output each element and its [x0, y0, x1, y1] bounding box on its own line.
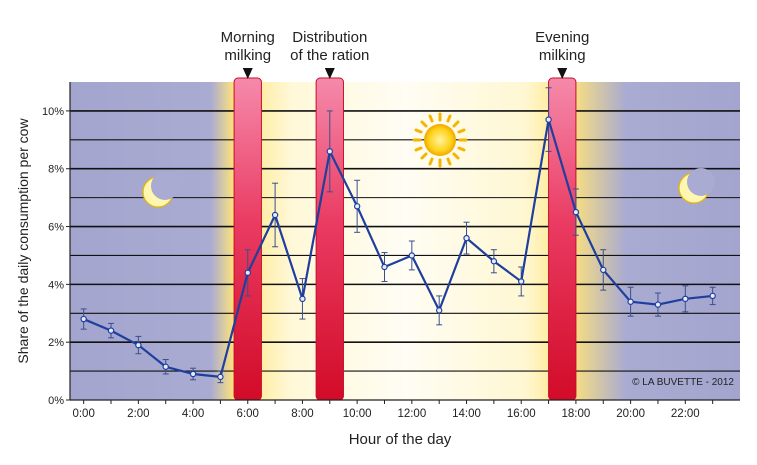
x-tick-label: 2:00 [127, 408, 149, 420]
arrow-down-icon [324, 68, 335, 79]
moon-icon [678, 168, 715, 204]
period-band [548, 77, 577, 401]
data-point [299, 295, 306, 303]
x-tick-label: 14:00 [452, 408, 481, 420]
x-tick-label: 18:00 [562, 408, 591, 420]
period-label: of the ration [290, 47, 369, 64]
data-point [463, 234, 470, 242]
data-point [627, 298, 634, 305]
arrow-down-icon [557, 68, 568, 79]
moon-icon [142, 172, 179, 208]
data-point [545, 116, 552, 123]
data-point [217, 373, 224, 381]
x-tick-label: 22:00 [671, 408, 700, 420]
data-point [107, 327, 115, 334]
x-tick-label: 0:00 [72, 408, 94, 420]
data-point [162, 363, 169, 370]
x-axis-label: Hour of the day [349, 431, 452, 448]
data-point [408, 252, 416, 259]
grid-lines [70, 110, 740, 372]
data-point [326, 148, 333, 155]
data-point [189, 370, 197, 378]
data-point [135, 341, 142, 349]
data-point [600, 266, 607, 274]
period-label: milking [539, 47, 586, 64]
data-point [709, 292, 716, 300]
data-point [381, 263, 388, 271]
period-label: Morning [221, 29, 275, 46]
data-point [435, 307, 443, 314]
series-line [83, 118, 713, 378]
x-tick-label: 6:00 [237, 408, 259, 420]
plot-background [70, 82, 740, 400]
arrow-down-icon [242, 68, 253, 79]
data-point [682, 295, 689, 303]
x-tick-label: 12:00 [397, 408, 426, 420]
data-series [80, 87, 716, 384]
data-point [244, 269, 251, 276]
period-label: Evening [535, 29, 589, 46]
x-tick-label: 4:00 [182, 408, 204, 420]
copyright-note: © LA BUVETTE - 2012 [632, 377, 734, 388]
period-label: Distribution [292, 29, 367, 46]
x-tick-label: 16:00 [507, 408, 536, 420]
data-point [654, 301, 662, 308]
data-point [572, 208, 580, 216]
y-tick-label: 6% [48, 222, 64, 234]
data-point [80, 315, 87, 323]
x-tick-label: 20:00 [616, 408, 645, 420]
y-tick-label: 4% [48, 279, 64, 291]
y-tick-label: 2% [48, 337, 64, 349]
data-point [518, 278, 525, 285]
x-tick-label: 8:00 [291, 408, 313, 420]
sun-icon [412, 112, 468, 168]
period-band [233, 77, 262, 401]
y-tick-label: 10% [42, 106, 64, 118]
y-tick-label: 8% [48, 164, 64, 176]
axis-ticks: 0% 2% 4% 6% 8% 10% 0:00 2:00 4:00 6:00 8:00 10:00 12… [42, 106, 714, 420]
period-label: milking [224, 47, 271, 64]
data-point [271, 211, 279, 219]
x-tick-label: 10:00 [343, 408, 372, 420]
y-axis-label: Share of the daily consumption per cow [15, 118, 31, 364]
data-point [490, 258, 498, 265]
y-tick-label: 0% [48, 395, 64, 407]
data-point [353, 203, 361, 210]
